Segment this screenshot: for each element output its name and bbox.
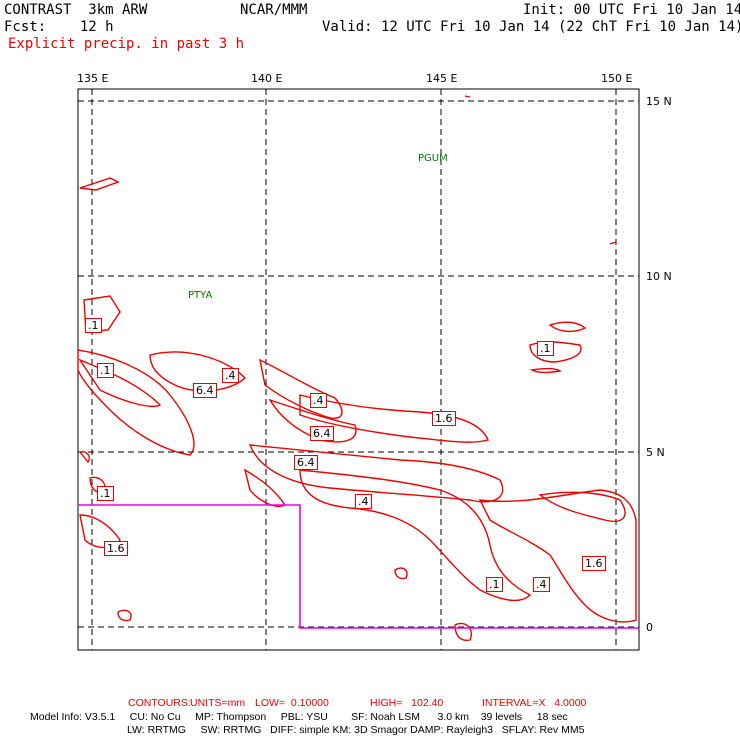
lat-label: 5 N	[646, 446, 665, 459]
station-pgum: PGUM	[418, 153, 448, 164]
contour-label: .4	[222, 368, 239, 383]
precip-contour	[77, 349, 195, 456]
contour-label: .1	[85, 318, 102, 333]
lon-label: 140 E	[251, 72, 282, 85]
precip-contour	[529, 367, 562, 374]
center-label: NCAR/MMM	[240, 2, 308, 18]
contour-label: 6.4	[294, 455, 318, 470]
precip-contour	[394, 567, 408, 580]
model-info-line2: LW: RRTMG SW: RRTMG DIFF: simple KM: 3D …	[127, 724, 585, 736]
contour-label: .1	[486, 577, 503, 592]
precip-contour	[78, 450, 90, 464]
lat-label: 15 N	[646, 95, 672, 108]
lat-label: 0	[646, 621, 653, 634]
lon-label: 145 E	[426, 72, 457, 85]
precip-contour	[117, 609, 132, 622]
grid-lines	[78, 89, 639, 650]
lon-label: 135 E	[77, 72, 108, 85]
precip-contour	[454, 622, 472, 642]
contours-label: CONTOURS:	[128, 697, 191, 709]
valid-time: Valid: 12 UTC Fri 10 Jan 14 (22 ChT Fri …	[322, 19, 740, 35]
model-info-line1: Model Info: V3.5.1 CU: No Cu MP: Thompso…	[30, 711, 568, 723]
precip-contour	[464, 95, 471, 98]
lat-label: 10 N	[646, 270, 672, 283]
precip-contour	[609, 241, 617, 245]
contour-label: 1.6	[582, 556, 606, 571]
precip-contour	[299, 469, 532, 602]
contour-label: 1.6	[432, 411, 456, 426]
contour-label: 6.4	[193, 383, 217, 398]
station-ptya: PTYA	[188, 290, 212, 301]
field-title: Explicit precip. in past 3 h	[8, 36, 245, 52]
contours-units: UNITS=mm	[190, 697, 246, 709]
model-title: CONTRAST 3km ARW	[4, 2, 148, 18]
precip-contour	[79, 514, 121, 549]
precip-contour	[299, 394, 489, 443]
precip-contour	[79, 177, 120, 191]
precip-contour	[243, 468, 287, 507]
contour-label: .1	[537, 341, 554, 356]
precip-contour	[538, 491, 626, 522]
lon-label: 150 E	[601, 72, 632, 85]
contour-label: .4	[533, 577, 550, 592]
precip-contour	[248, 444, 504, 503]
contour-label: 6.4	[310, 426, 334, 441]
domain-boundary	[78, 504, 639, 629]
precip-contour	[548, 321, 587, 333]
contour-label: .4	[355, 494, 372, 509]
precip-contour	[478, 489, 637, 623]
contours-low: LOW= 0.10000	[255, 697, 329, 709]
forecast-hour: Fcst: 12 h	[4, 19, 114, 35]
precip-contour	[149, 351, 246, 392]
contours-interval: INTERVAL=X 4.0000	[482, 697, 587, 709]
precip-contour	[268, 398, 357, 443]
precip-contours	[77, 95, 637, 642]
contour-label: .1	[97, 363, 114, 378]
precip-contour	[259, 358, 343, 419]
contour-label: 1.6	[104, 541, 128, 556]
contour-label: .4	[310, 393, 327, 408]
contour-label: .1	[97, 486, 114, 501]
init-time: Init: 00 UTC Fri 10 Jan 14	[523, 2, 740, 18]
contours-high: HIGH= 102.40	[370, 697, 444, 709]
